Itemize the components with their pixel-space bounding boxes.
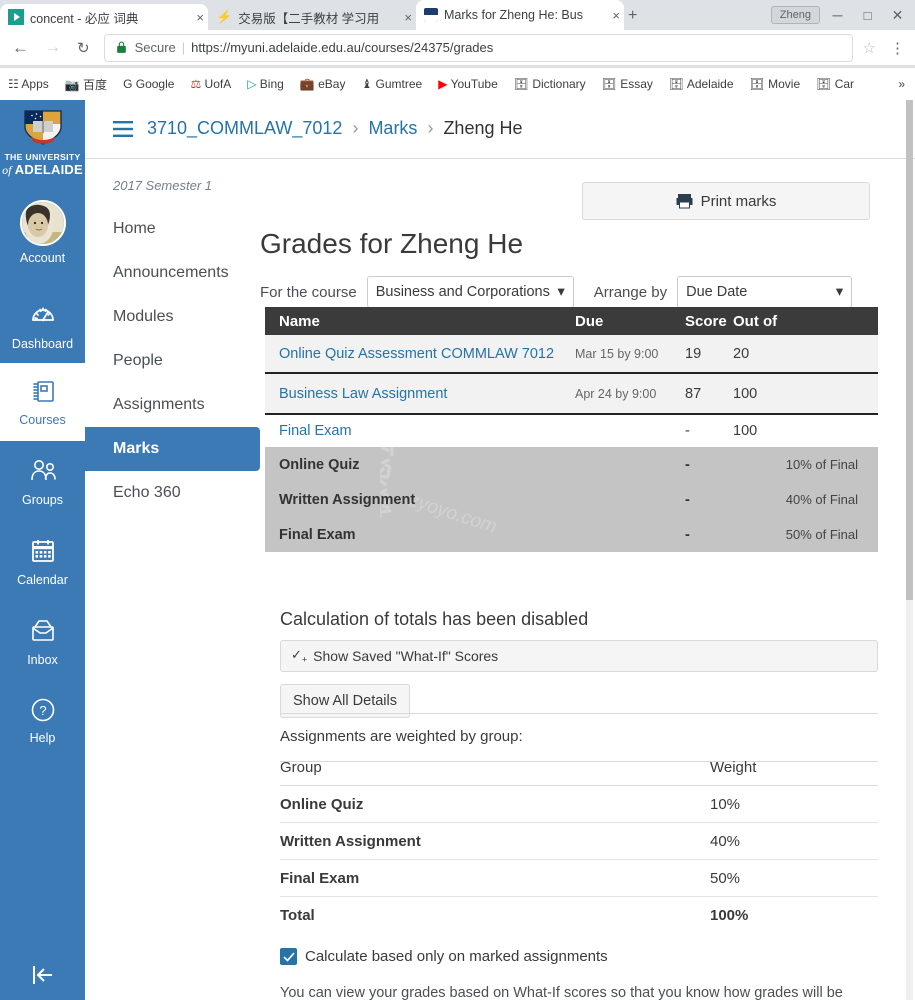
svg-text:?: ? — [39, 703, 46, 718]
